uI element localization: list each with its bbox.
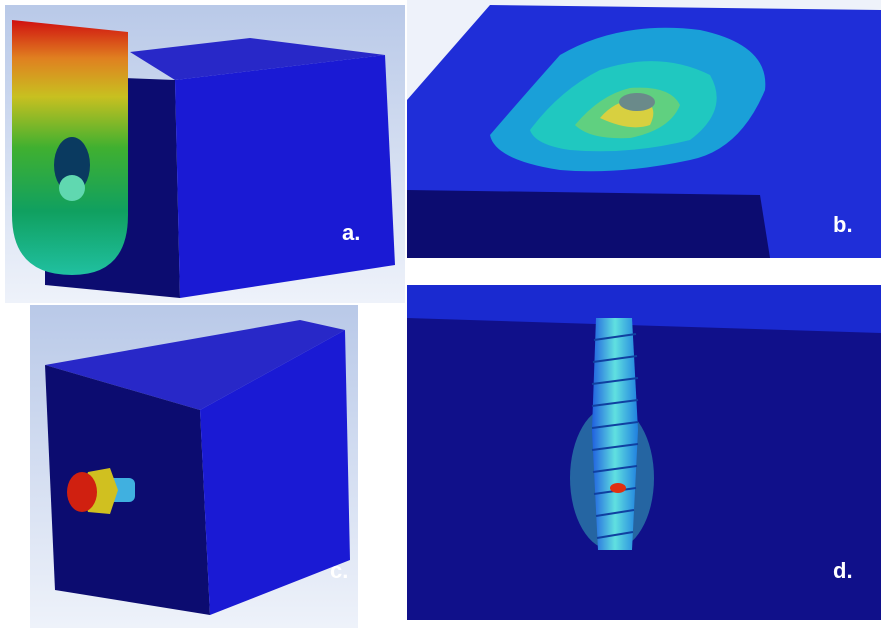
panel-label: c. <box>330 558 348 583</box>
panel-c: c. <box>30 305 358 628</box>
stress-peak <box>610 483 626 493</box>
plate-side <box>407 190 770 258</box>
figure: a. b. c. d. <box>0 0 881 628</box>
panel-label: b. <box>833 212 853 237</box>
panel-a: a. <box>5 5 405 303</box>
panel-label: d. <box>833 558 853 583</box>
bolt-head <box>59 175 85 201</box>
panel-d: d. <box>407 285 881 620</box>
panel-label: a. <box>342 220 360 245</box>
bolt-head <box>67 472 97 512</box>
box-right <box>175 55 395 298</box>
panel-b: b. <box>407 0 881 258</box>
hole <box>619 93 655 111</box>
